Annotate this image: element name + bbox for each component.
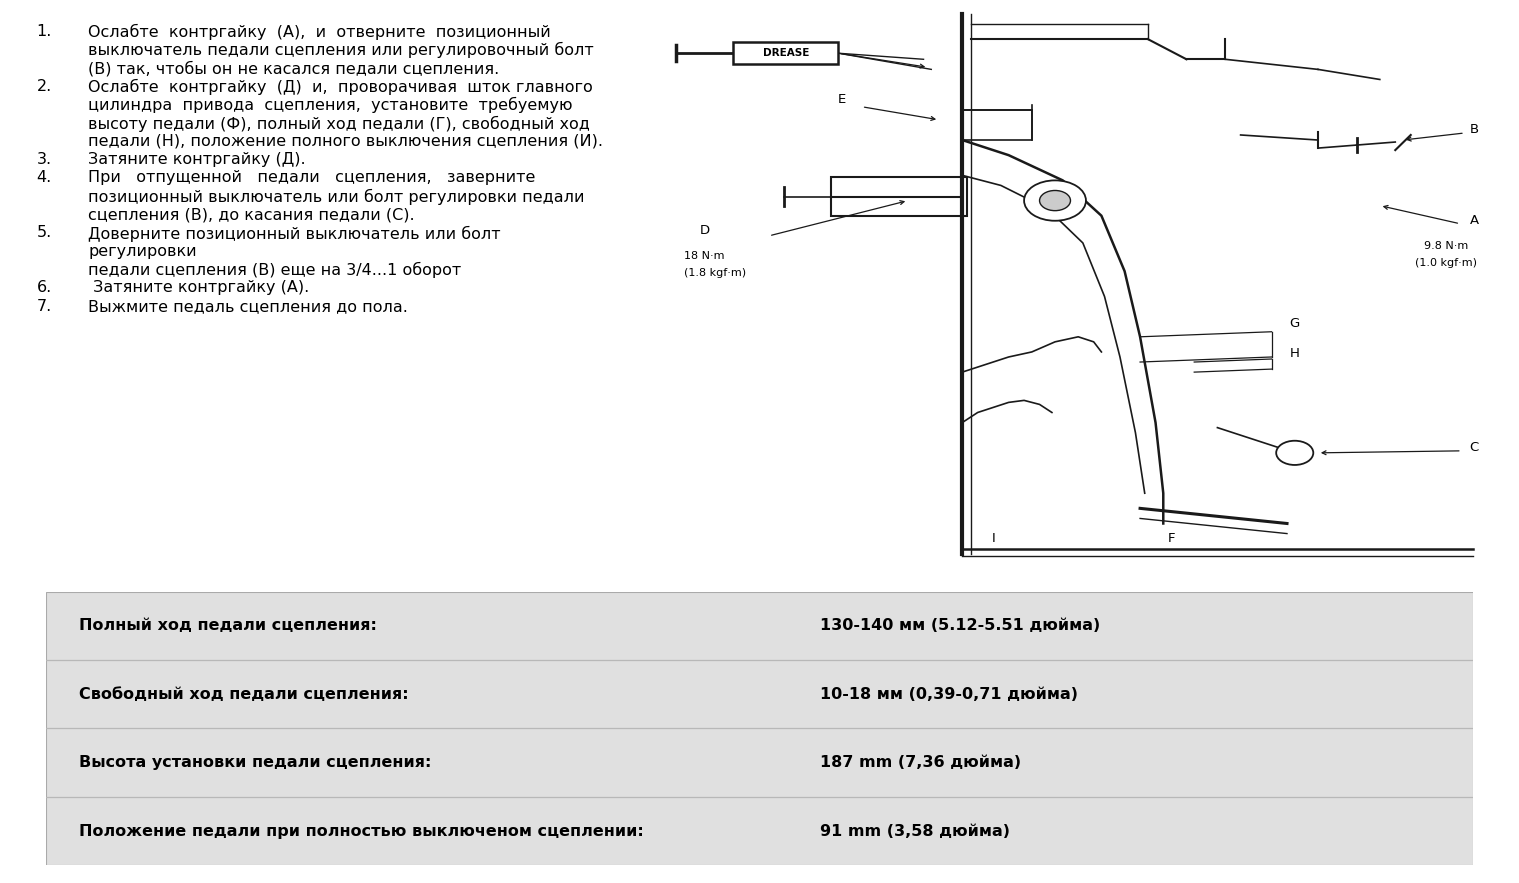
Text: Свободный ход педали сцепления:: Свободный ход педали сцепления: bbox=[79, 687, 409, 702]
Text: Ослабте  контргайку  (Д)  и,  проворачивая  шток главного: Ослабте контргайку (Д) и, проворачивая ш… bbox=[88, 79, 592, 94]
Text: 5.: 5. bbox=[36, 225, 52, 240]
Text: H: H bbox=[1290, 347, 1300, 360]
Text: 9.8 N·m: 9.8 N·m bbox=[1425, 241, 1469, 251]
Text: Полный ход педали сцепления:: Полный ход педали сцепления: bbox=[79, 618, 377, 633]
Text: 4.: 4. bbox=[36, 170, 52, 185]
Text: 3.: 3. bbox=[36, 152, 52, 167]
Text: высоту педали (Ф), полный ход педали (Г), свободный ход: высоту педали (Ф), полный ход педали (Г)… bbox=[88, 116, 589, 132]
Text: цилиндра  привода  сцепления,  установите  требуемую: цилиндра привода сцепления, установите т… bbox=[88, 97, 573, 113]
Text: (1.8 kgf·m): (1.8 kgf·m) bbox=[684, 268, 746, 278]
Text: Доверните позиционный выключатель или болт: Доверните позиционный выключатель или бо… bbox=[88, 225, 501, 242]
Text: Затяните контргайку (А).: Затяните контргайку (А). bbox=[88, 281, 310, 296]
Circle shape bbox=[1024, 180, 1086, 221]
Text: регулировки: регулировки bbox=[88, 244, 197, 259]
Text: I: I bbox=[992, 532, 995, 545]
Text: DREASE: DREASE bbox=[763, 49, 810, 58]
Text: B: B bbox=[1469, 124, 1478, 137]
Text: Положение педали при полностью выключеном сцеплении:: Положение педали при полностью выключено… bbox=[79, 824, 644, 839]
Text: 7.: 7. bbox=[36, 298, 52, 313]
Text: 187 mm (7,36 дюйма): 187 mm (7,36 дюйма) bbox=[820, 755, 1021, 770]
Circle shape bbox=[1039, 191, 1071, 211]
Text: педали сцепления (В) еще на 3/4...1 оборот: педали сцепления (В) еще на 3/4...1 обор… bbox=[88, 262, 462, 278]
Text: F: F bbox=[1167, 532, 1174, 545]
Circle shape bbox=[1276, 441, 1314, 465]
Text: D: D bbox=[699, 224, 709, 238]
Text: выключатель педали сцепления или регулировочный болт: выключатель педали сцепления или регулир… bbox=[88, 42, 594, 58]
Text: (1.0 kgf·m): (1.0 kgf·m) bbox=[1416, 258, 1478, 268]
Text: позиционный выключатель или болт регулировки педали: позиционный выключатель или болт регулир… bbox=[88, 189, 585, 205]
Text: 18 N·m: 18 N·m bbox=[684, 251, 725, 261]
Bar bbox=[962, 109, 1031, 140]
Text: При   отпущенной   педали   сцепления,   заверните: При отпущенной педали сцепления, заверни… bbox=[88, 170, 536, 185]
Text: сцепления (В), до касания педали (С).: сцепления (В), до касания педали (С). bbox=[88, 208, 415, 223]
Text: 6.: 6. bbox=[36, 281, 52, 296]
Text: A: A bbox=[1469, 215, 1478, 227]
Text: 91 mm (3,58 дюйма): 91 mm (3,58 дюйма) bbox=[820, 824, 1010, 839]
Text: 2.: 2. bbox=[36, 79, 52, 94]
Text: (В) так, чтобы он не касался педали сцепления.: (В) так, чтобы он не касался педали сцеп… bbox=[88, 60, 500, 76]
Text: Ослабте  контргайку  (А),  и  отверните  позиционный: Ослабте контргайку (А), и отверните пози… bbox=[88, 24, 551, 40]
Text: Затяните контргайку (Д).: Затяните контргайку (Д). bbox=[88, 152, 305, 167]
Text: 1.: 1. bbox=[36, 24, 52, 39]
Text: G: G bbox=[1290, 317, 1300, 330]
Text: C: C bbox=[1469, 442, 1480, 455]
Text: E: E bbox=[837, 93, 846, 106]
Bar bbox=[734, 42, 838, 64]
Text: 10-18 мм (0,39-0,71 дюйма): 10-18 мм (0,39-0,71 дюйма) bbox=[820, 687, 1078, 702]
Text: Высота установки педали сцепления:: Высота установки педали сцепления: bbox=[79, 755, 431, 770]
Bar bbox=[831, 177, 968, 215]
Text: 130-140 мм (5.12-5.51 дюйма): 130-140 мм (5.12-5.51 дюйма) bbox=[820, 618, 1100, 633]
Text: Выжмите педаль сцепления до пола.: Выжмите педаль сцепления до пола. bbox=[88, 298, 409, 313]
Text: педали (Н), положение полного выключения сцепления (И).: педали (Н), положение полного выключения… bbox=[88, 133, 603, 148]
